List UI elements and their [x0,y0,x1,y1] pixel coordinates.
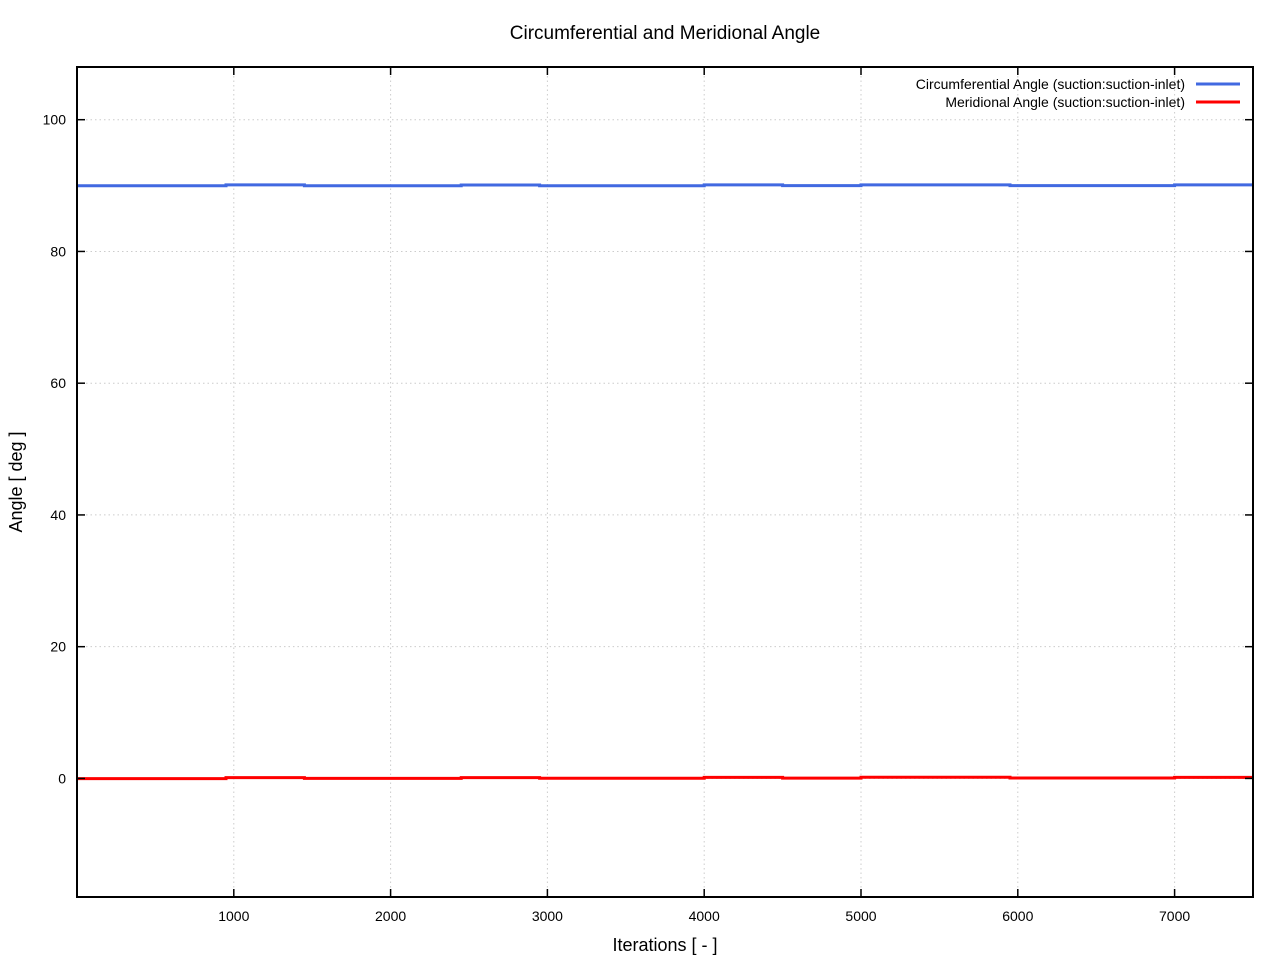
x-tick-label: 7000 [1159,908,1190,924]
y-tick-label: 80 [50,243,66,259]
y-tick-label: 60 [50,375,66,391]
x-tick-label: 2000 [375,908,406,924]
y-tick-label: 0 [58,770,66,786]
legend-label-circumferential: Circumferential Angle (suction:suction-i… [916,76,1185,92]
plot-border [76,66,1254,898]
legend: Circumferential Angle (suction:suction-i… [916,76,1240,110]
x-axis-label: Iterations [ - ] [612,935,717,955]
x-tick-label: 4000 [689,908,720,924]
y-tick-label: 20 [50,639,66,655]
legend-label-meridional: Meridional Angle (suction:suction-inlet) [945,94,1185,110]
chart-title: Circumferential and Meridional Angle [510,23,821,44]
series-lines [77,183,1253,781]
x-tick-label: 3000 [532,908,563,924]
series-line-0 [77,183,1253,188]
x-tick-label: 1000 [218,908,249,924]
series-line-1 [77,775,1253,781]
x-tick-label: 6000 [1002,908,1033,924]
y-tick-label: 100 [43,112,67,128]
y-tick-label: 40 [50,507,66,523]
y-axis-label: Angle [ deg ] [6,431,26,532]
tick-labels: 1000 2000 3000 4000 5000 6000 7000 0 20 40 60 80 100 [43,112,1191,924]
x-tick-label: 5000 [845,908,876,924]
grid-lines [77,67,1253,897]
tick-marks [77,67,1253,897]
